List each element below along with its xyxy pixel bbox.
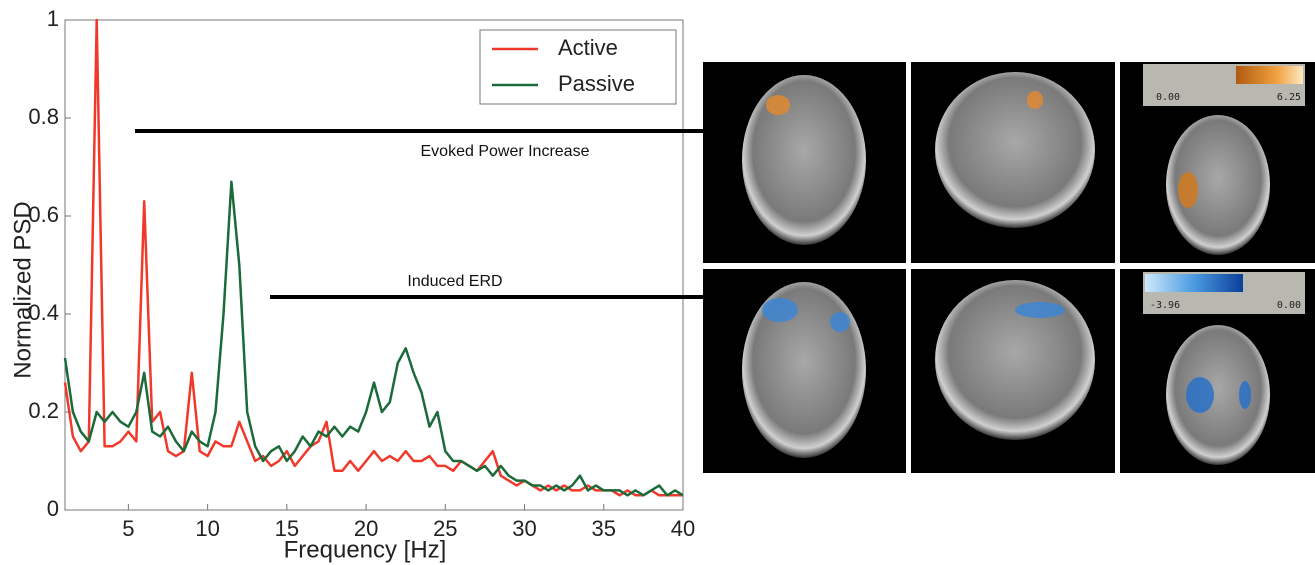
y-axis-label: Normalized PSD [9, 201, 36, 378]
y-tick-label: 0 [47, 496, 59, 521]
activation-blob [1178, 172, 1198, 208]
y-tick-label: 0.6 [28, 202, 59, 227]
erd-blob [1015, 302, 1065, 318]
colorbar [1145, 274, 1243, 292]
legend-label: Passive [558, 71, 635, 96]
brain-images: 0.00 6.25 -3.96 0.00 [703, 62, 1315, 473]
x-tick-label: 40 [671, 516, 695, 541]
x-tick-label: 5 [122, 516, 134, 541]
x-tick-label: 20 [354, 516, 378, 541]
y-tick-label: 0.8 [28, 104, 59, 129]
colorbar-max: 0.00 [1277, 300, 1301, 311]
colorbar [1236, 66, 1303, 84]
axial-slice [1166, 115, 1270, 255]
erd-blob [1186, 377, 1214, 413]
axial-slice [1166, 325, 1270, 465]
x-tick-label: 35 [592, 516, 616, 541]
annotation: Evoked Power Increase [421, 143, 590, 160]
colorbar-max: 6.25 [1277, 92, 1301, 103]
legend-label: Active [558, 35, 618, 60]
sagittal-slice [935, 280, 1095, 440]
y-tick-label: 1 [47, 6, 59, 31]
activation-blob [766, 95, 790, 115]
series-line [63, 18, 683, 497]
series-line [63, 180, 684, 497]
x-tick-label: 15 [275, 516, 299, 541]
erd-blob [830, 312, 850, 332]
x-tick-label: 10 [195, 516, 219, 541]
colorbar-min: 0.00 [1156, 92, 1180, 103]
x-tick-label: 25 [433, 516, 457, 541]
x-axis-label: Frequency [Hz] [284, 536, 447, 563]
arrowhead [712, 121, 738, 141]
erd-blob [762, 298, 798, 322]
colorbar-min: -3.96 [1150, 300, 1180, 311]
y-tick-label: 0.2 [28, 398, 59, 423]
legend-box [479, 29, 677, 105]
x-tick-label: 30 [512, 516, 536, 541]
y-tick-label: 0.4 [28, 300, 59, 325]
sagittal-slice [935, 72, 1095, 228]
activation-blob [1027, 91, 1043, 109]
coronal-slice [742, 75, 866, 245]
plot-frame [64, 19, 684, 511]
coronal-slice [742, 282, 866, 458]
arrowhead [716, 287, 742, 307]
erd-blob [1239, 381, 1251, 409]
annotation: Induced ERD [407, 273, 502, 290]
